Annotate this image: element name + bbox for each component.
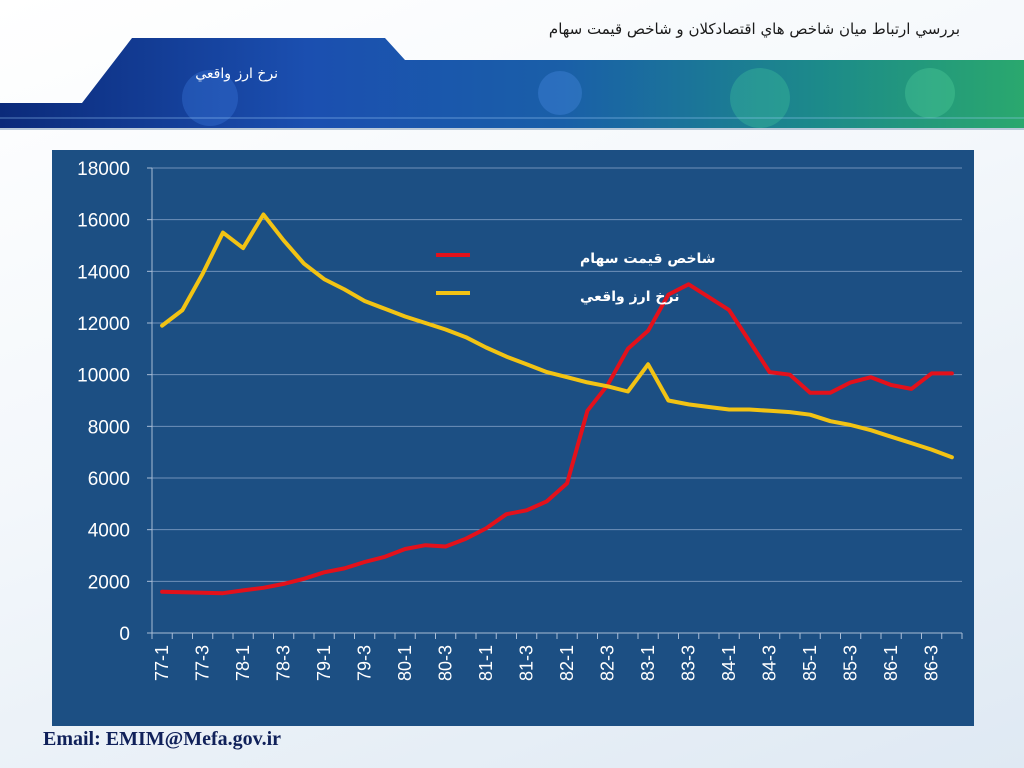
axes — [147, 167, 963, 639]
x-tick-label: 77-1 — [152, 645, 172, 681]
x-tick-label: 80-3 — [436, 645, 456, 681]
x-tick-label: 79-3 — [355, 645, 375, 681]
x-tick-label: 84-1 — [719, 645, 739, 681]
y-tick-label: 8000 — [88, 417, 130, 438]
y-tick-label: 4000 — [88, 521, 130, 542]
x-tick-label: 80-1 — [395, 645, 415, 681]
x-tick-label: 86-1 — [881, 645, 901, 681]
x-tick-label: 84-3 — [760, 645, 780, 681]
series-lines — [160, 212, 954, 596]
x-tick-label: 81-1 — [476, 645, 496, 681]
y-tick-label: 12000 — [77, 314, 130, 335]
y-tick-label: 18000 — [77, 159, 130, 180]
legend-label-1: نرخ ارز واقعي — [580, 289, 679, 305]
page-title: بررسي ارتباط ميان شاخص هاي اقتصادكلان و … — [548, 20, 960, 38]
x-tick-label: 82-1 — [557, 645, 577, 681]
x-tick-label: 83-3 — [679, 645, 699, 681]
y-tick-label: 10000 — [77, 366, 130, 387]
x-tick-labels: 77-1 77-3 78-1 78-3 79-1 79-3 80-1 80-3 81-1 81-3… — [152, 645, 942, 681]
legend-label-0: شاخص قيمت سهام — [580, 251, 716, 267]
x-tick-label: 85-3 — [841, 645, 861, 681]
header-banner — [0, 38, 1024, 130]
grid-lines — [152, 167, 962, 582]
footer-email: Email: EMIM@Mefa.gov.ir — [43, 728, 281, 750]
x-tick-label: 79-1 — [314, 645, 334, 681]
series-line-0 — [160, 282, 954, 596]
y-tick-label: 14000 — [77, 262, 130, 283]
line-chart: 0 2000 4000 6000 8000 10000 12000 14000 16000 180… — [77, 159, 963, 681]
x-tick-label: 86-3 — [922, 645, 942, 681]
chart-panel: 0 2000 4000 6000 8000 10000 12000 14000 16000 180… — [52, 150, 974, 726]
slide-subtitle: نرخ ارز واقعي — [195, 66, 278, 82]
legend: شاخص قيمت سهام نرخ ارز واقعي — [436, 251, 716, 305]
x-tick-label: 77-3 — [193, 645, 213, 681]
y-tick-label: 6000 — [88, 469, 130, 490]
y-tick-labels: 0 2000 4000 6000 8000 10000 12000 14000 16000 180… — [77, 159, 130, 645]
x-tick-label: 78-1 — [233, 645, 253, 681]
x-tick-label: 85-1 — [800, 645, 820, 681]
x-tick-label: 82-3 — [598, 645, 618, 681]
series-line-1 — [160, 212, 954, 460]
y-tick-label: 2000 — [88, 572, 130, 593]
y-tick-label: 16000 — [77, 211, 130, 232]
x-tick-label: 83-1 — [638, 645, 658, 681]
x-tick-label: 81-3 — [517, 645, 537, 681]
x-tick-label: 78-3 — [274, 645, 294, 681]
y-tick-label: 0 — [119, 624, 130, 645]
